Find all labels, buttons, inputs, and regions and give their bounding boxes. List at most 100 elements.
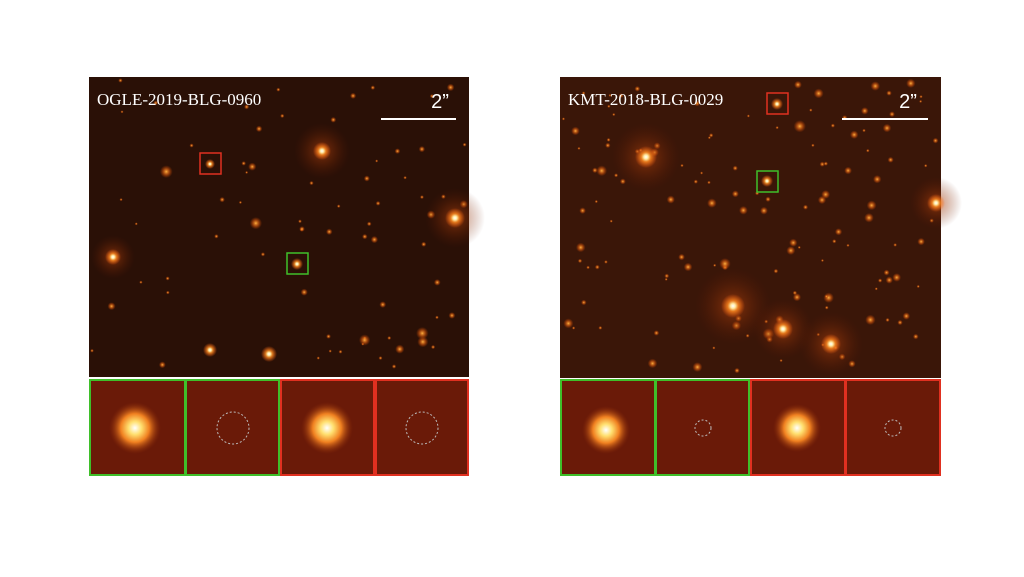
faint-star — [834, 228, 843, 236]
faint-star — [873, 175, 882, 184]
faint-star — [581, 91, 586, 95]
faint-star — [794, 80, 802, 89]
faint-star — [395, 344, 405, 354]
faint-star — [707, 136, 711, 140]
faint-star — [789, 238, 798, 247]
faint-star — [792, 290, 798, 296]
faint-star — [731, 190, 739, 198]
faint-star — [598, 325, 603, 330]
faint-star — [387, 336, 392, 340]
faint-star — [134, 222, 138, 226]
faint-star — [358, 334, 371, 346]
faint-star — [802, 204, 809, 210]
faint-star — [797, 245, 801, 249]
faint-star — [276, 87, 281, 92]
faint-star — [821, 190, 831, 199]
faint-star — [734, 367, 740, 374]
event-label: KMT-2018-BLG-0029 — [568, 90, 723, 109]
faint-star — [862, 128, 866, 133]
faint-star — [606, 137, 611, 142]
faint-star — [607, 104, 611, 108]
faint-star — [586, 265, 590, 270]
faint-star — [775, 126, 779, 130]
faint-star — [577, 146, 581, 150]
faint-star — [433, 279, 441, 286]
faint-star — [719, 258, 731, 270]
faint-star — [647, 358, 658, 369]
event-label: OGLE-2019-BLG-0960 — [97, 90, 261, 109]
faint-star — [260, 252, 266, 257]
faint-star — [874, 287, 878, 291]
faint-star — [680, 163, 684, 168]
faint-star — [328, 349, 332, 353]
faint-star — [883, 269, 890, 276]
faint-star — [866, 200, 877, 211]
faint-star — [823, 292, 834, 303]
faint-star — [165, 276, 170, 281]
faint-star — [912, 333, 919, 340]
faint-star — [435, 315, 439, 320]
faint-star — [793, 120, 806, 133]
faint-star — [571, 126, 580, 136]
faint-star — [860, 107, 869, 115]
faint-star — [759, 206, 768, 215]
faint-star — [248, 162, 257, 171]
faint-star — [738, 205, 748, 215]
faint-star — [375, 200, 381, 206]
faint-star — [773, 268, 779, 274]
source-box — [766, 92, 789, 115]
faint-star — [362, 233, 368, 240]
faint-star — [300, 288, 308, 296]
faint-star — [238, 200, 243, 205]
faint-star — [119, 198, 123, 202]
faint-star — [370, 235, 379, 244]
faint-star — [244, 104, 250, 110]
scale-label: 2” — [431, 91, 449, 113]
faint-star — [813, 88, 824, 99]
faint-star — [653, 330, 660, 336]
faint-star — [563, 318, 574, 329]
faint-star — [707, 198, 717, 208]
target-box — [756, 170, 779, 193]
faint-star — [846, 243, 850, 247]
faint-star — [298, 219, 302, 224]
faint-star — [394, 148, 401, 154]
faint-star — [153, 100, 159, 106]
faint-star — [336, 204, 341, 208]
faint-star — [575, 242, 586, 253]
faint-star — [349, 92, 357, 99]
faint-star — [326, 334, 331, 339]
faint-star — [592, 167, 598, 174]
faint-star — [418, 145, 426, 153]
faint-star — [902, 312, 911, 320]
faint-star — [924, 164, 928, 168]
faint-star — [391, 364, 397, 369]
faint-star — [299, 226, 305, 232]
faint-star — [917, 237, 925, 246]
faint-star — [746, 114, 750, 118]
faint-star — [571, 326, 576, 330]
faint-star — [280, 113, 285, 119]
faint-star — [430, 344, 436, 350]
faint-star — [889, 111, 895, 118]
faint-star — [107, 302, 116, 311]
insets — [560, 379, 941, 476]
faint-star — [700, 171, 704, 175]
faint-star — [634, 85, 641, 92]
faint-star — [916, 284, 920, 289]
faint-star — [809, 108, 813, 112]
faint-star — [309, 180, 314, 186]
faint-star — [379, 301, 387, 308]
faint-star — [885, 276, 893, 284]
faint-star — [707, 180, 711, 185]
faint-star — [893, 243, 897, 247]
faint-star — [249, 217, 263, 230]
faint-star — [561, 117, 566, 121]
faint-star — [594, 264, 600, 270]
faint-star — [882, 123, 892, 133]
faint-star — [189, 143, 194, 148]
faint-star — [864, 212, 874, 223]
faint-star — [419, 195, 424, 200]
faint-star — [823, 161, 829, 166]
